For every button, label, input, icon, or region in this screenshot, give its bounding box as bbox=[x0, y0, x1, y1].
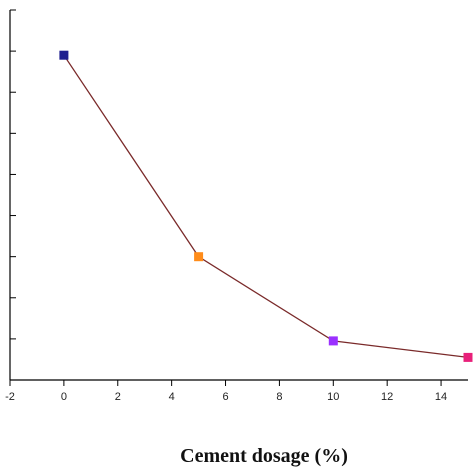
data-markers bbox=[59, 50, 473, 362]
data-point-marker bbox=[463, 352, 473, 362]
series-line-group bbox=[63, 54, 469, 359]
x-tick-label: 8 bbox=[276, 391, 282, 403]
x-tick-labels: -2 0 2 4 6 8 10 12 14 bbox=[5, 391, 447, 403]
data-point-marker bbox=[194, 252, 204, 262]
x-tick-label: 2 bbox=[115, 391, 121, 403]
data-point-marker bbox=[328, 336, 338, 346]
x-tick-label: 14 bbox=[435, 391, 447, 403]
data-point-marker bbox=[59, 50, 69, 60]
axes bbox=[9, 9, 468, 386]
series-line bbox=[63, 54, 469, 359]
x-tick-label: 4 bbox=[169, 391, 175, 403]
x-axis-title: Cement dosage (%) bbox=[180, 445, 348, 467]
x-tick-label: 6 bbox=[222, 391, 228, 403]
x-tick-label: -2 bbox=[5, 391, 15, 403]
x-tick-label: 12 bbox=[381, 391, 393, 403]
x-tick-label: 0 bbox=[61, 391, 67, 403]
x-tick-label: 10 bbox=[327, 391, 339, 403]
